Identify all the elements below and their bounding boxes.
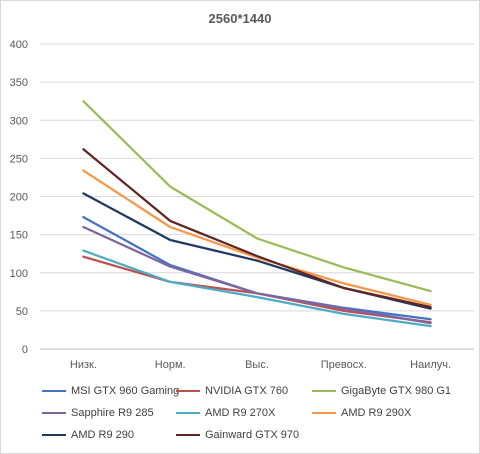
x-tick-label: Превосх. — [321, 359, 367, 371]
legend-item: AMD R9 270X — [176, 407, 275, 419]
y-tick-label: 150 — [10, 230, 28, 242]
y-tick-label: 350 — [10, 77, 28, 89]
legend-swatch — [176, 390, 200, 392]
legend-item: MSI GTX 960 Gaming — [42, 385, 179, 397]
legend-label: Gainward GTX 970 — [205, 429, 300, 441]
y-tick-label: 50 — [16, 306, 28, 318]
chart-title: 2560*1440 — [209, 11, 272, 26]
legend-swatch — [312, 412, 336, 414]
legend-label: Sapphire R9 285 — [71, 407, 154, 419]
y-tick-label: 200 — [10, 192, 28, 204]
legend-swatch — [312, 390, 336, 392]
series-line-8 — [82, 148, 432, 309]
series-line-5 — [82, 249, 432, 328]
legend-item: Sapphire R9 285 — [42, 407, 154, 419]
legend-item: Gainward GTX 970 — [176, 429, 299, 441]
legend-swatch — [42, 390, 66, 392]
x-tick-label: Низк. — [70, 359, 97, 371]
y-tick-label: 400 — [10, 39, 28, 51]
y-tick-label: 100 — [10, 268, 28, 280]
legend-label: NVIDIA GTX 760 — [205, 385, 289, 397]
legend-swatch — [42, 412, 66, 414]
legend-label: MSI GTX 960 Gaming — [71, 385, 180, 397]
legend-swatch — [176, 412, 200, 414]
legend-label: GigaByte GTX 980 G1 — [341, 385, 452, 397]
series-line-3 — [82, 100, 432, 293]
legend-swatch — [176, 434, 200, 436]
legend-item: AMD R9 290 — [42, 429, 134, 441]
y-tick-label: 250 — [10, 153, 28, 165]
series-line-4 — [82, 225, 432, 325]
legend-item: AMD R9 290X — [312, 407, 411, 419]
y-tick-label: 300 — [10, 115, 28, 127]
legend-item: NVIDIA GTX 760 — [176, 385, 288, 397]
x-tick-label: Выс. — [245, 359, 269, 371]
legend-item: GigaByte GTX 980 G1 — [312, 385, 451, 397]
y-tick-label: 0 — [22, 344, 28, 356]
series-line-6 — [82, 169, 432, 306]
legend-label: AMD R9 270X — [205, 407, 276, 419]
legend-label: AMD R9 290X — [341, 407, 412, 419]
x-tick-label: Норм. — [155, 359, 186, 371]
x-tick-label: Наилуч. — [410, 359, 451, 371]
legend-label: AMD R9 290 — [71, 429, 134, 441]
legend-swatch — [42, 434, 66, 436]
